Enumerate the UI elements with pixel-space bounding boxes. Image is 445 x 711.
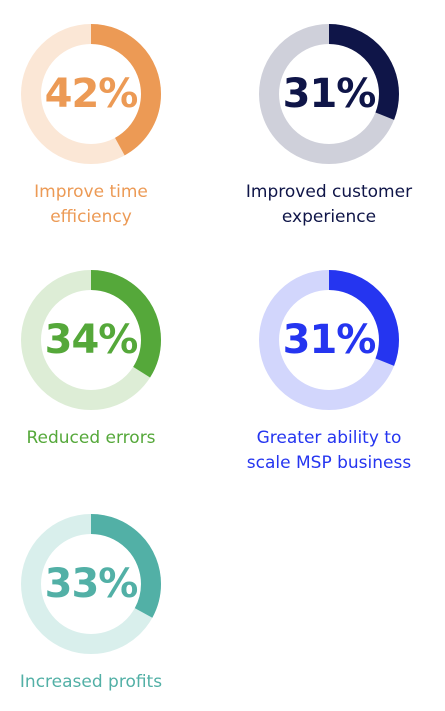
donut-percent-label: 31% <box>282 317 377 363</box>
donut-percent-label: 33% <box>44 561 139 607</box>
donut-caption-line: Increased profits <box>19 672 163 692</box>
donut-percent-label: 34% <box>44 317 139 363</box>
donut-ring: 42% <box>21 24 161 164</box>
donut-value-arc <box>259 24 399 164</box>
donut-svg <box>21 514 161 654</box>
donut-percent-label: 42% <box>44 71 139 117</box>
donut-caption-line: efficiency <box>50 207 132 227</box>
donut-caption: Greater ability to scale MSP business <box>229 426 429 476</box>
donut-caption: Reduced errors <box>0 426 191 451</box>
donut-value-arc <box>21 514 161 654</box>
donut-svg <box>259 270 399 410</box>
donut-value-arc <box>21 270 161 410</box>
donut-caption-line: scale MSP business <box>246 453 412 473</box>
donut-ring: 34% <box>21 270 161 410</box>
donut-caption-line: Greater ability to <box>256 428 402 448</box>
donut-caption: Improved customer experience <box>229 180 429 230</box>
donut-caption: Improve time efficiency <box>0 180 191 230</box>
donut-svg <box>21 24 161 164</box>
donut-caption-line: Improve time <box>34 182 148 202</box>
donut-value-arc <box>259 270 399 410</box>
donut-ring: 33% <box>21 514 161 654</box>
donut-caption-line: Improved customer <box>245 182 413 202</box>
donut-percent-label: 31% <box>282 71 377 117</box>
donut-caption-line: Reduced errors <box>26 428 156 448</box>
donut-ring: 31% <box>259 270 399 410</box>
donut-svg <box>21 270 161 410</box>
donut-value-arc <box>21 24 161 164</box>
donut-svg <box>259 24 399 164</box>
donut-ring: 31% <box>259 24 399 164</box>
donut-caption-line: experience <box>281 207 377 227</box>
donut-caption: Increased profits <box>0 670 191 695</box>
